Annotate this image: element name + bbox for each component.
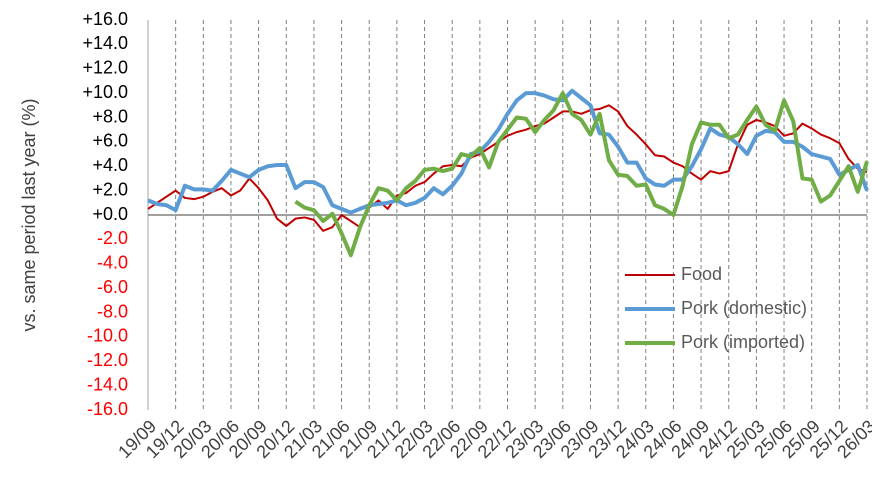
y-tick-label: +6.0 bbox=[92, 131, 128, 151]
legend-label: Pork (domestic) bbox=[681, 298, 807, 318]
y-tick-label: -14.0 bbox=[87, 374, 128, 394]
legend-label: Food bbox=[681, 264, 722, 284]
y-tick-label: +16.0 bbox=[82, 9, 128, 29]
y-tick-label: -16.0 bbox=[87, 399, 128, 419]
series-line bbox=[147, 104, 868, 232]
y-tick-label: -12.0 bbox=[87, 350, 128, 370]
y-axis-label: vs. same period last year (%) bbox=[19, 98, 39, 331]
series-line bbox=[294, 91, 869, 258]
y-tick-label: +8.0 bbox=[92, 106, 128, 126]
y-tick-label: -4.0 bbox=[97, 253, 128, 273]
y-tick-label: -6.0 bbox=[97, 277, 128, 297]
y-tick-label: -2.0 bbox=[97, 228, 128, 248]
y-tick-label: +4.0 bbox=[92, 155, 128, 175]
y-tick-label: +10.0 bbox=[82, 82, 128, 102]
y-tick-label: +0.0 bbox=[92, 204, 128, 224]
y-tick-label: +14.0 bbox=[82, 33, 128, 53]
series-line bbox=[147, 88, 869, 215]
y-tick-label: +2.0 bbox=[92, 179, 128, 199]
y-tick-label: -10.0 bbox=[87, 326, 128, 346]
y-tick-label: -8.0 bbox=[97, 301, 128, 321]
legend-label: Pork (imported) bbox=[681, 332, 805, 352]
y-tick-label: +12.0 bbox=[82, 58, 128, 78]
